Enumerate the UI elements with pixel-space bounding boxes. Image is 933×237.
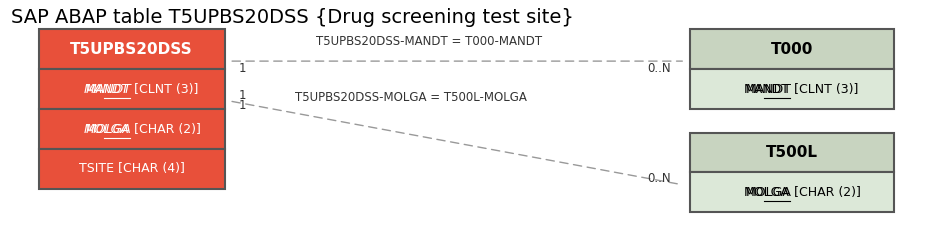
Bar — [38, 149, 225, 189]
Bar — [38, 29, 225, 69]
Text: MOLGA: MOLGA — [84, 123, 130, 136]
Text: MANDT: MANDT — [86, 83, 132, 96]
Bar — [689, 69, 895, 109]
Bar — [689, 29, 895, 69]
Bar — [689, 132, 895, 172]
Text: SAP ABAP table T5UPBS20DSS {Drug screening test site}: SAP ABAP table T5UPBS20DSS {Drug screeni… — [10, 9, 574, 27]
Text: MOLGA: MOLGA — [745, 186, 790, 199]
Text: [CLNT (3)]: [CLNT (3)] — [130, 83, 198, 96]
Text: T5UPBS20DSS: T5UPBS20DSS — [70, 42, 193, 57]
Text: T5UPBS20DSS-MOLGA = T500L-MOLGA: T5UPBS20DSS-MOLGA = T500L-MOLGA — [295, 91, 526, 105]
Text: T5UPBS20DSS-MANDT = T000-MANDT: T5UPBS20DSS-MANDT = T000-MANDT — [316, 35, 542, 48]
Text: MANDT: MANDT — [744, 83, 790, 96]
Text: MANDT: MANDT — [746, 83, 792, 96]
Bar — [689, 172, 895, 212]
Text: 1: 1 — [239, 99, 246, 112]
Text: 0..N: 0..N — [648, 62, 671, 75]
Text: 1: 1 — [239, 89, 246, 102]
Text: MOLGA: MOLGA — [86, 123, 132, 136]
Bar — [38, 69, 225, 109]
Text: MANDT: MANDT — [84, 83, 130, 96]
Text: T000: T000 — [771, 42, 814, 57]
Text: [CHAR (2)]: [CHAR (2)] — [130, 123, 201, 136]
Text: 1: 1 — [239, 62, 246, 75]
Text: T500L: T500L — [766, 145, 818, 160]
Text: MOLGA: MOLGA — [746, 186, 792, 199]
Text: [CLNT (3)]: [CLNT (3)] — [790, 83, 858, 96]
Text: TSITE [CHAR (4)]: TSITE [CHAR (4)] — [78, 162, 185, 175]
Text: [CHAR (2)]: [CHAR (2)] — [790, 186, 861, 199]
Text: 0..N: 0..N — [648, 172, 671, 185]
Bar — [38, 109, 225, 149]
